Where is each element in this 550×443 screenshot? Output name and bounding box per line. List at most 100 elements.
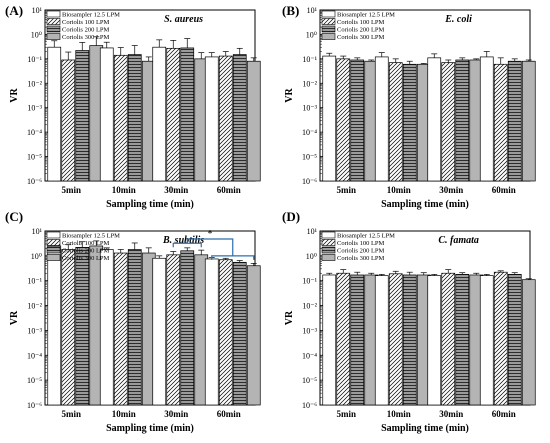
- y-tick-label: 10⁻¹: [27, 55, 42, 64]
- bar-10min-series-3: [127, 54, 142, 182]
- bar-5min-series-1: [322, 274, 337, 406]
- x-axis-label: Sampling time (min): [381, 423, 469, 434]
- legend-label-1: Biosampler 12.5 LPM: [62, 12, 120, 19]
- bar-30min-series-1: [152, 46, 167, 182]
- legend-swatch-4: [46, 33, 61, 40]
- y-tick-label: 10⁻⁶: [27, 401, 42, 410]
- y-tick-label: 10⁻²: [27, 79, 42, 88]
- legend-label-3: Coriolis 200 LPM: [62, 27, 110, 34]
- bar-60min-series-4: [246, 265, 261, 406]
- legend-swatch-3: [46, 246, 61, 254]
- organism-title: C. famata: [438, 235, 479, 246]
- x-axis-label: Sampling time (min): [106, 423, 194, 434]
- bar-10min-series-3: [127, 249, 142, 406]
- bar-5min-series-1: [322, 55, 337, 182]
- x-tick-label: 60min: [492, 185, 516, 195]
- y-tick-label: 10¹: [307, 227, 318, 236]
- y-tick-label: 10⁻³: [27, 326, 42, 335]
- legend-label-1: Biosampler 12.5 LPM: [62, 233, 120, 240]
- panel-label: (D): [282, 209, 300, 224]
- x-tick-label: 30min: [164, 409, 188, 419]
- legend-label-2: Coriolis 100 LPM: [337, 240, 385, 247]
- bar-60min-series-1: [479, 275, 494, 406]
- bar-60min-series-2: [493, 271, 508, 406]
- x-tick-label: 60min: [217, 185, 241, 195]
- legend-swatch-2: [46, 18, 61, 25]
- y-axis-label: VR: [9, 310, 20, 325]
- bar-30min-series-1: [152, 257, 167, 406]
- bar-30min-series-3: [180, 250, 195, 406]
- legend-swatch-1: [321, 10, 336, 18]
- y-tick-label: 10⁰: [31, 252, 42, 261]
- y-tick-label: 10⁻²: [302, 79, 317, 88]
- y-tick-label: 10¹: [307, 6, 318, 15]
- x-axis-label: Sampling time (min): [106, 199, 194, 210]
- x-tick-label: 5min: [336, 409, 356, 419]
- y-tick-label: 10⁻⁶: [27, 177, 42, 186]
- bar-30min-series-3: [455, 274, 470, 406]
- x-tick-label: 5min: [61, 185, 81, 195]
- panel-label: (A): [5, 3, 23, 18]
- legend-label-3: Coriolis 200 LPM: [62, 248, 110, 255]
- bar-10min-series-1: [99, 47, 114, 182]
- bar-10min-series-3: [402, 274, 417, 406]
- bar-5min-series-2: [61, 249, 76, 406]
- y-tick-label: 10⁻¹: [27, 277, 42, 286]
- x-tick-label: 60min: [217, 409, 241, 419]
- legend-swatch-2: [321, 18, 336, 25]
- y-tick-label: 10⁻⁴: [27, 351, 42, 360]
- x-tick-label: 30min: [164, 185, 188, 195]
- x-tick-label: 10min: [387, 185, 411, 195]
- x-tick-label: 30min: [439, 409, 463, 419]
- bar-10min-series-1: [99, 249, 114, 406]
- legend-swatch-3: [321, 246, 336, 254]
- legend-swatch-3: [321, 25, 336, 33]
- panel-label: (C): [5, 209, 23, 224]
- y-tick-label: 10⁻²: [302, 302, 317, 311]
- bar-5min-series-3: [350, 274, 365, 406]
- bar-10min-series-2: [113, 54, 128, 182]
- bar-60min-series-3: [507, 274, 522, 406]
- legend-swatch-4: [321, 254, 336, 261]
- bar-10min-series-2: [388, 62, 403, 182]
- legend-label-3: Coriolis 200 LPM: [337, 248, 385, 255]
- y-tick-label: 10⁻⁵: [302, 153, 317, 162]
- legend-swatch-2: [46, 239, 61, 246]
- x-tick-label: 60min: [492, 409, 516, 419]
- y-tick-label: 10⁻³: [302, 104, 317, 113]
- y-tick-label: 10⁻⁵: [27, 376, 42, 385]
- bar-30min-series-2: [441, 272, 456, 406]
- bar-60min-series-4: [521, 279, 536, 406]
- bar-10min-series-2: [388, 273, 403, 406]
- x-tick-label: 30min: [439, 185, 463, 195]
- bar-10min-series-2: [113, 252, 128, 406]
- panel-1: (A) 10⁻⁶ 10⁻⁵ 10⁻⁴ 10⁻³ 10⁻² 10⁻¹ 10⁰ 10¹ VR 5min 1…: [5, 3, 261, 210]
- y-tick-label: 10⁻³: [27, 104, 42, 113]
- bar-60min-series-2: [218, 55, 233, 182]
- x-tick-label: 5min: [61, 409, 81, 419]
- legend-swatch-1: [46, 10, 61, 18]
- x-tick-label: 10min: [112, 185, 136, 195]
- bar-5min-series-3: [75, 50, 90, 182]
- significance-bracket: *: [172, 229, 255, 260]
- legend-swatch-3: [46, 25, 61, 33]
- bar-30min-series-2: [166, 47, 181, 182]
- bar-60min-series-1: [204, 258, 219, 406]
- y-tick-label: 10⁻⁴: [302, 351, 317, 360]
- y-tick-label: 10⁰: [306, 252, 317, 261]
- bar-5min-series-2: [61, 59, 76, 182]
- legend-swatch-1: [46, 231, 61, 239]
- bar-60min-series-3: [232, 261, 247, 406]
- y-tick-label: 10⁻⁵: [27, 153, 42, 162]
- organism-title: E. coli: [444, 14, 472, 25]
- legend-swatch-1: [321, 231, 336, 239]
- significance-star: *: [208, 229, 213, 240]
- y-tick-label: 10⁻⁵: [302, 376, 317, 385]
- bar-10min-series-1: [374, 56, 389, 182]
- organism-title: B. subtilis: [162, 235, 204, 246]
